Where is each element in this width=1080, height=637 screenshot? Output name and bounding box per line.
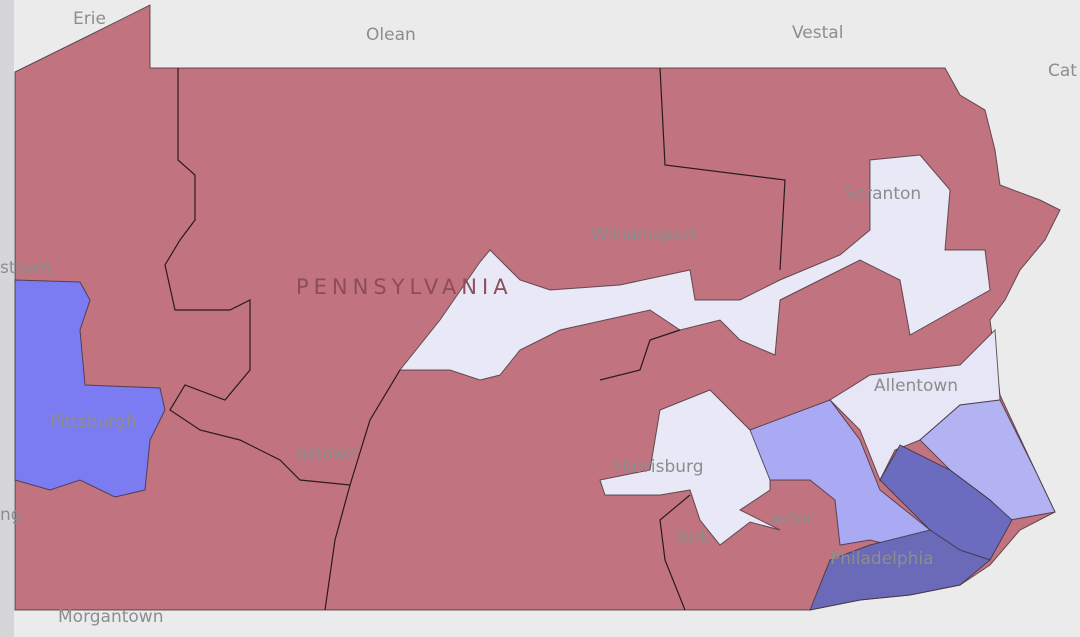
- place-label: nstown: [296, 444, 357, 464]
- district-border: [164, 68, 401, 486]
- place-label: stown: [0, 258, 51, 278]
- place-label: Philadelphia: [830, 549, 934, 569]
- map-edge: [0, 0, 14, 637]
- place-label: Erie: [73, 9, 106, 29]
- district-light: [599, 389, 781, 546]
- place-label: Scranton: [845, 184, 921, 204]
- district-light: [398, 154, 991, 381]
- place-label: York: [674, 528, 711, 548]
- district-border: [324, 484, 351, 611]
- place-label: Williamsport: [591, 225, 697, 245]
- district-blue: [14, 279, 166, 498]
- place-label: Harrisburg: [614, 457, 704, 477]
- district-border: [659, 494, 691, 611]
- state-label: PENNSYLVANIA: [296, 275, 513, 299]
- place-label: Olean: [366, 25, 416, 45]
- place-label: Cat: [1048, 61, 1077, 81]
- district-border: [599, 329, 681, 381]
- district-blue: [809, 529, 992, 611]
- place-label: ng: [0, 505, 22, 525]
- place-label: Vestal: [792, 23, 843, 43]
- place-label: aster: [770, 509, 813, 529]
- place-label: Allentown: [874, 376, 958, 396]
- place-label: Pittsburgh: [50, 412, 137, 432]
- place-label: Morgantown: [58, 607, 164, 627]
- district-border: [659, 67, 786, 271]
